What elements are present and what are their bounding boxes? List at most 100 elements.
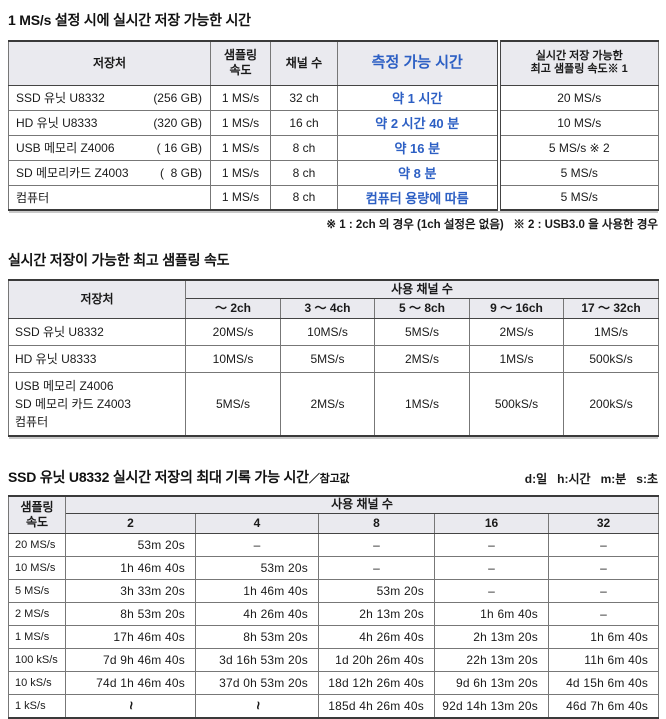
section3-title: SSD 유닛 U8332 실시간 저장의 최대 기록 가능 시간／참고값 — [8, 468, 350, 485]
header-channels-used-group: 사용 채널 수 — [64, 495, 660, 514]
recording-time-cell: 18d 12h 26m 40s — [318, 671, 435, 695]
units-legend: d:일 h:시간 m:분 s:초 — [524, 471, 658, 486]
recording-time-cell: 53m 20s — [195, 556, 319, 580]
destination-cell: SD 메모리카드 Z4003 — [8, 159, 141, 186]
table-row: 컴퓨터 1 MS/s 8 ch 컴퓨터 용량에 따름 5 MS/s — [8, 184, 659, 211]
recording-time-cell: 1h 46m 40s — [65, 556, 196, 580]
measurable-time-cell: 약 8 분 — [337, 159, 499, 186]
recording-time-cell: 2h 13m 20s — [434, 625, 549, 649]
continuation-squiggle: ~ — [248, 701, 266, 711]
section3-title-row: SSD 유닛 U8332 실시간 저장의 최대 기록 가능 시간／참고값 d:일… — [8, 467, 658, 487]
header-ch-range: 3 ～ 4ch — [280, 297, 375, 319]
table-row: 5 MS/s 3h 33m 20s 1h 46m 40s 53m 20s – – — [8, 579, 660, 603]
table-row: 10 MS/s 1h 46m 40s 53m 20s – – – — [8, 556, 660, 580]
channel-count-cell: 8 ch — [270, 134, 338, 161]
destination-cell: 컴퓨터 — [8, 184, 141, 211]
recording-time-cell: 1h 6m 40s — [547, 625, 660, 649]
sampling-rate-cell: 1 MS/s — [210, 134, 271, 161]
max-sampling-rate-cell: 20 MS/s — [496, 84, 659, 111]
sampling-rate-cell: 1 kS/s — [8, 694, 66, 718]
recording-time-cell: 53m 20s — [65, 533, 196, 557]
destination-cell: USB 메모리 Z4006 SD 메모리 카드 Z4003 컴퓨터 — [8, 371, 186, 436]
max-sampling-rate-cell: 5 MS/s ※ 2 — [496, 134, 659, 161]
recording-time-cell: – — [434, 533, 549, 557]
recording-time-cell: 2h 13m 20s — [318, 602, 435, 626]
header-channel-count: 채널 수 — [270, 40, 338, 86]
header-ch-range: 17 ～ 32ch — [562, 297, 660, 319]
max-rate-cell: 1MS/s — [374, 371, 470, 436]
table-row: 1 MS/s 17h 46m 40s 8h 53m 20s 4h 26m 40s 2h … — [8, 625, 660, 649]
header-channel-count: 32 — [547, 513, 660, 534]
capacity-cell: (320 GB) — [140, 109, 211, 136]
channel-count-cell: 8 ch — [270, 159, 338, 186]
recording-time-cell: 9d 6h 13m 20s — [434, 671, 549, 695]
max-rate-cell: 1MS/s — [469, 344, 564, 373]
sampling-rate-cell: 2 MS/s — [8, 602, 66, 626]
recording-time-cell: – — [434, 556, 549, 580]
header-measurable-time: 측정 가능 시간 — [337, 40, 499, 86]
header-ch-range: 5 ～ 8ch — [374, 297, 470, 319]
sampling-rate-cell: 5 MS/s — [8, 579, 66, 603]
table1-footnote: ※ 1 : 2ch 의 경우 (1ch 설정은 없음) ※ 2 : USB3.0… — [326, 219, 658, 231]
measurable-time-cell: 컴퓨터 용량에 따름 — [337, 184, 499, 211]
header-sampling-rate: 샘플링 속도 — [210, 40, 271, 86]
recording-time-cell: 53m 20s — [318, 579, 435, 603]
recording-time-cell: – — [547, 602, 660, 626]
realtime-save-time-table: 저장처 샘플링 속도 채널 수 측정 가능 시간 실시간 저장 가능한 최고 샘… — [8, 40, 659, 211]
measurable-time-cell: 약 16 분 — [337, 134, 499, 161]
destination-cell: HD 유닛 U8333 — [8, 109, 141, 136]
recording-time-cell: 3h 33m 20s — [65, 579, 196, 603]
recording-time-cell: – — [547, 579, 660, 603]
table-row: SSD 유닛 U8332 (256 GB) 1 MS/s 32 ch 약 1 시간 20 … — [8, 84, 659, 111]
table-row: HD 유닛 U8333 10MS/s 5MS/s 2MS/s 1MS/s 500kS/s — [8, 344, 660, 373]
max-rate-cell: 500kS/s — [469, 371, 564, 436]
channel-count-cell: 32 ch — [270, 84, 338, 111]
max-rate-cell: 20MS/s — [185, 317, 281, 346]
recording-time-cell: – — [434, 579, 549, 603]
recording-time-cell: 92d 14h 13m 20s — [434, 694, 549, 718]
header-destination: 저장처 — [8, 279, 186, 319]
max-sampling-rate-cell: 5 MS/s — [496, 184, 659, 211]
section3-title-suffix: ／참고값 — [308, 472, 350, 485]
header-channel-count: 2 — [65, 513, 196, 534]
recording-time-cell: – — [547, 556, 660, 580]
max-sampling-rate-rows: SSD 유닛 U8332 20MS/s 10MS/s 5MS/s 2MS/s 1MS/s H… — [8, 317, 660, 436]
recording-time-cell: 37d 0h 53m 20s — [195, 671, 319, 695]
max-rate-cell: 5MS/s — [185, 371, 281, 436]
continuation-squiggle: ~ — [122, 701, 139, 711]
channel-count-cell: 8 ch — [270, 184, 338, 211]
sampling-rate-cell: 10 kS/s — [8, 671, 66, 695]
recording-time-cell: – — [547, 533, 660, 557]
table-row: 100 kS/s 7d 9h 46m 40s 3d 16h 53m 20s 1d 20… — [8, 648, 660, 672]
recording-time-cell: 46d 7h 6m 40s — [547, 694, 660, 718]
max-sampling-rate-cell: 5 MS/s — [496, 159, 659, 186]
sampling-rate-cell: 10 MS/s — [8, 556, 66, 580]
table-row: 2 MS/s 8h 53m 20s 4h 26m 40s 2h 13m 20s 1h 6… — [8, 602, 660, 626]
recording-time-cell: 4d 15h 6m 40s — [547, 671, 660, 695]
recording-time-cell: 4h 26m 40s — [318, 625, 435, 649]
sampling-rate-cell: 1 MS/s — [210, 84, 271, 111]
header-channel-count: 8 — [318, 513, 435, 534]
header-channel-count: 4 — [195, 513, 319, 534]
max-rate-cell: 10MS/s — [185, 344, 281, 373]
header-ch-range: 9 ～ 16ch — [469, 297, 564, 319]
sampling-rate-cell: 1 MS/s — [210, 109, 271, 136]
measurable-time-cell: 약 1 시간 — [337, 84, 499, 111]
recording-time-cell: 7d 9h 46m 40s — [65, 648, 196, 672]
max-rate-cell: 5MS/s — [280, 344, 375, 373]
recording-time-cell: 8h 53m 20s — [195, 625, 319, 649]
sampling-rate-cell: 100 kS/s — [8, 648, 66, 672]
recording-time-cell: 1h 6m 40s — [434, 602, 549, 626]
table-row: 1 kS/s ~ ~185d 4h 26m 40s 92d 14h 13m 20s 46… — [8, 694, 660, 718]
recording-time-cell: 22h 13m 20s — [434, 648, 549, 672]
header-channels-used-group: 사용 채널 수 — [184, 279, 660, 299]
recording-time-cell: 17h 46m 40s — [65, 625, 196, 649]
recording-time-cell: 1h 46m 40s — [195, 579, 319, 603]
max-rate-cell: 2MS/s — [469, 317, 564, 346]
recording-time-cell: – — [318, 556, 435, 580]
recording-time-cell: ~ — [195, 694, 319, 718]
recording-time-cell: – — [318, 533, 435, 557]
sampling-rate-cell: 20 MS/s — [8, 533, 66, 557]
